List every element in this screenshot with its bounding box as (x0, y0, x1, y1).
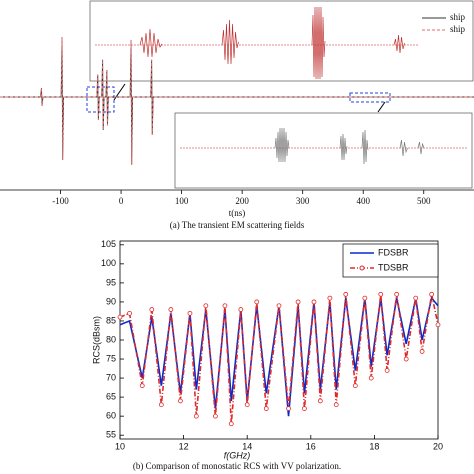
x-tick-label: 10 (115, 441, 125, 451)
series-marker (276, 303, 282, 309)
series-marker (295, 299, 301, 305)
series-marker (178, 398, 183, 404)
x-tick-label: 20 (433, 441, 443, 451)
series-marker (228, 421, 234, 427)
y-tick-label: 95 (106, 277, 116, 287)
series-marker (203, 303, 209, 309)
series-marker (429, 291, 435, 297)
inset-frame (89, 0, 474, 82)
y-tick-label: 100 (101, 258, 116, 268)
series-marker (343, 291, 349, 297)
legend-label: TDSBR (378, 262, 409, 272)
y-tick-label: 75 (106, 353, 116, 363)
inset-burst (361, 129, 369, 165)
y-tick-label: 105 (101, 239, 116, 249)
inset-burst (393, 34, 405, 54)
x-tick-label: 14 (242, 441, 252, 451)
x-tick-label: 0 (119, 196, 124, 206)
series-marker (419, 349, 425, 354)
y-tick-label: 70 (106, 372, 116, 382)
zoom-box (349, 92, 391, 103)
series-marker (193, 413, 199, 419)
x-tick-label: 16 (306, 441, 316, 451)
series-marker (244, 402, 250, 408)
series-marker (435, 322, 441, 328)
series-marker (413, 295, 419, 301)
x-tick-label: 100 (175, 196, 189, 206)
x-tick-label: 200 (235, 196, 249, 206)
zoom-arrow (113, 83, 126, 101)
series-marker (311, 299, 317, 305)
series-marker (187, 310, 193, 316)
y-tick-label: 85 (106, 315, 116, 325)
series-line (119, 296, 439, 417)
inset-burst (221, 19, 239, 65)
series-line (0, 36, 474, 165)
x-tick-label: 18 (369, 441, 379, 451)
x-axis-label: t(ns) (229, 208, 246, 218)
series-marker (302, 406, 307, 411)
inset-burst (311, 6, 326, 80)
series-marker (378, 291, 384, 297)
series-marker (158, 402, 164, 408)
series-marker (384, 368, 390, 373)
series-line (119, 294, 439, 424)
y-tick-label: 65 (106, 391, 116, 401)
legend-label: ship (450, 12, 466, 22)
series-marker (403, 356, 409, 362)
x-axis-label: f(GHz) (224, 450, 251, 460)
legend-label: FDSBR (378, 247, 409, 257)
series-marker (394, 291, 400, 297)
inset-frame (174, 112, 473, 189)
series-marker (168, 307, 174, 312)
x-tick-label: 500 (417, 196, 431, 206)
y-tick-label: 55 (106, 430, 116, 440)
legend-frame (342, 243, 439, 278)
inset-burst (399, 139, 425, 157)
zoom-box (86, 86, 115, 113)
series-marker (238, 307, 244, 312)
caption: (b) Comparison of monostatic RCS with VV… (133, 461, 341, 471)
inset-bottom (174, 112, 473, 189)
series-marker (263, 406, 269, 411)
y-axis-label: RCS(dBsm) (91, 316, 101, 364)
series-marker (333, 402, 339, 408)
y-tick-label: 80 (106, 334, 116, 344)
inset-burst (274, 127, 290, 163)
zoom-arrow (377, 101, 386, 113)
series-marker (212, 413, 218, 419)
inset-burst (139, 28, 163, 58)
series-marker (117, 314, 123, 320)
series-marker (352, 383, 358, 389)
x-tick-label: 300 (296, 196, 310, 206)
series-marker (362, 295, 368, 301)
series-marker (254, 299, 260, 305)
series-marker (139, 383, 145, 389)
inset-burst (339, 133, 348, 161)
series-marker (222, 303, 228, 309)
x-tick-label: 400 (356, 196, 370, 206)
series-marker (127, 310, 132, 316)
caption: (a) The transient EM scattering fields (170, 220, 305, 230)
inset-top (89, 0, 474, 82)
series-marker (327, 295, 333, 301)
x-tick-label: -100 (52, 196, 69, 206)
y-tick-label: 60 (106, 411, 116, 421)
legend-label: ship (450, 24, 466, 34)
series-marker (286, 406, 291, 411)
x-tick-label: 12 (179, 441, 189, 451)
y-tick-label: 90 (106, 296, 116, 306)
series-marker (149, 307, 155, 312)
series-marker (317, 398, 323, 404)
legend-marker (359, 265, 365, 271)
series-marker (368, 375, 374, 381)
